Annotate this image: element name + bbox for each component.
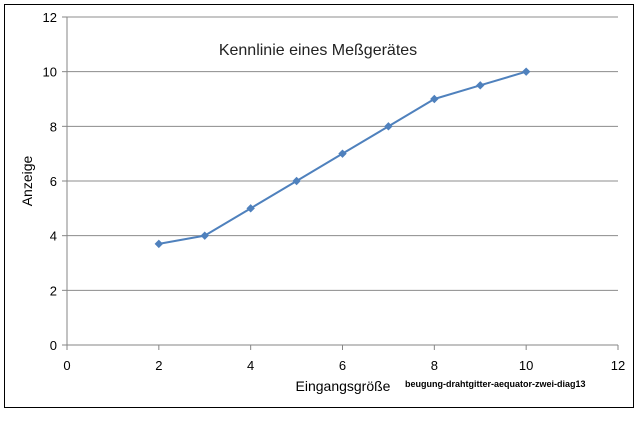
x-tick-label: 8 [431,358,438,373]
y-tick-label: 8 [50,119,57,134]
y-tick-label: 4 [50,229,57,244]
data-point [154,239,164,249]
x-tick-label: 10 [519,358,533,373]
x-tick-label: 2 [155,358,162,373]
y-axis-label: Anzeige [19,155,35,206]
x-tick-label: 0 [63,358,70,373]
gridlines [67,16,618,291]
data-point [476,81,485,90]
axes [62,16,619,350]
y-tick-label: 6 [50,174,57,189]
y-tick-label: 10 [43,65,57,80]
data-point [246,204,255,213]
x-tick-label: 4 [247,358,254,373]
chart-title: Kennlinie eines Meßgerätes [219,42,417,59]
x-tick-label: 6 [339,358,346,373]
y-tick-label: 12 [43,10,57,25]
data-point [338,149,347,158]
data-point [521,67,531,76]
x-tick-label: 12 [611,358,625,373]
data-point [200,231,209,240]
y-tick-label: 0 [50,338,57,353]
data-point [384,122,393,131]
tick-labels: 0 2 4 6 8 10 12 0 2 4 6 8 10 12 [43,10,626,373]
data-series [154,67,531,249]
y-tick-label: 2 [50,283,57,298]
x-axis-label: Eingangsgröße [296,378,391,394]
data-point [430,94,439,104]
chart-annotation: beugung-drahtgitter-aequator-zwei-diag13 [405,379,586,389]
data-point [292,176,301,186]
